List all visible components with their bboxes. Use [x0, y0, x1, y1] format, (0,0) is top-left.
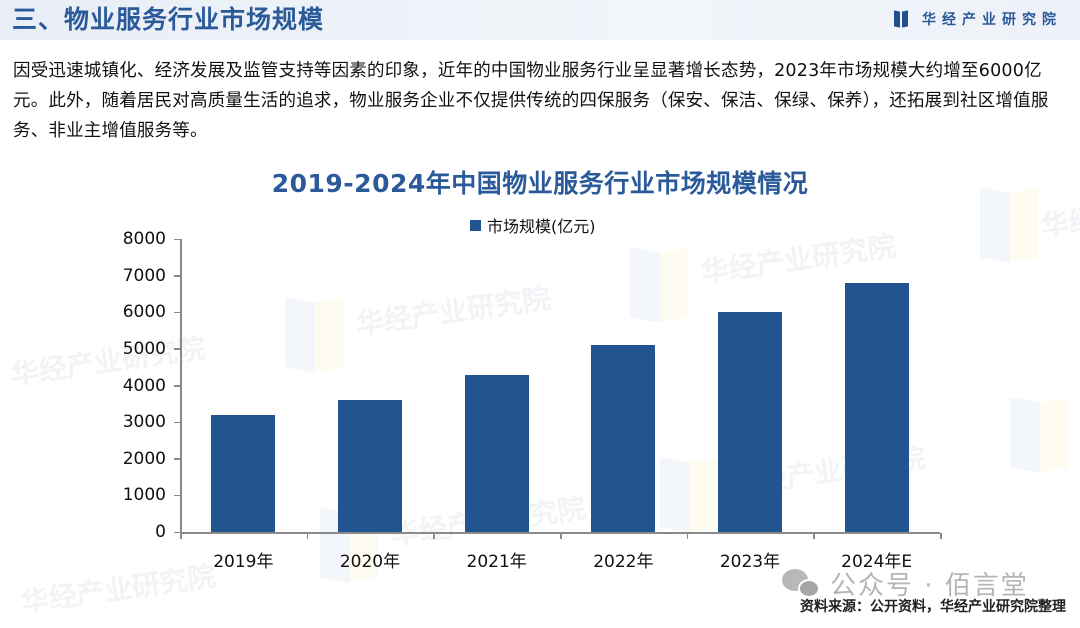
- x-tick-label: 2019年: [213, 552, 274, 572]
- y-tick: [174, 275, 181, 277]
- wechat-label: 公众号 · 佰言堂: [830, 570, 1029, 601]
- y-tick: [174, 385, 181, 387]
- x-tick-label: 2022年: [593, 552, 654, 572]
- y-tick: [174, 458, 181, 460]
- legend-label: 市场规模(亿元): [487, 217, 596, 236]
- x-tick: [180, 533, 182, 539]
- y-tick: [174, 311, 181, 314]
- y-tick: [174, 531, 181, 533]
- bar-2020年: [338, 400, 402, 532]
- x-tick: [686, 533, 689, 539]
- chart-title: 2019-2024年中国物业服务行业市场规模情况: [271, 169, 809, 198]
- y-tick: [174, 238, 181, 240]
- x-tick: [306, 533, 309, 539]
- y-tick-label: 8000: [122, 229, 166, 249]
- y-tick: [174, 348, 181, 350]
- y-axis: [180, 239, 182, 533]
- bar-2024年E: [844, 282, 909, 532]
- x-tick-label: 2020年: [339, 552, 401, 572]
- wechat-icon: [782, 567, 822, 599]
- y-tick-label: 6000: [122, 302, 166, 323]
- y-tick: [174, 494, 181, 497]
- y-tick-label: 1000: [122, 485, 166, 506]
- y-tick-label: 7000: [122, 265, 166, 286]
- bar-2022年: [591, 345, 656, 532]
- intro-paragraph: 因受迅速城镇化、经济发展及监管支持等因素的印象，近年的中国物业服务行业呈显著增长…: [13, 61, 1049, 141]
- y-tick-label: 4000: [122, 375, 166, 396]
- y-tick-label: 3000: [122, 412, 166, 433]
- chart-legend: 市场规模(亿元): [470, 214, 596, 236]
- x-tick: [940, 533, 942, 539]
- data-source: 资料来源：公开资料，华经产业研究院整理: [800, 599, 1066, 615]
- brand: 华经产业研究院: [894, 8, 1062, 30]
- y-tick: [174, 421, 181, 424]
- x-tick: [433, 533, 435, 539]
- x-tick: [560, 533, 562, 539]
- bar-2019年: [211, 414, 276, 532]
- x-tick: [813, 533, 815, 539]
- y-tick-label: 2000: [122, 448, 166, 469]
- y-tick-label: 0: [155, 522, 166, 542]
- legend-swatch: [470, 219, 481, 231]
- wechat-account: 公众号 · 佰言堂: [782, 566, 1029, 601]
- x-tick-label: 2021年: [466, 552, 527, 572]
- x-tick-label: 2024年E: [841, 552, 913, 572]
- y-tick-label: 5000: [122, 338, 166, 359]
- bar-2023年: [718, 312, 782, 532]
- bar-2021年: [464, 374, 529, 532]
- brand-name: 华经产业研究院: [922, 12, 1062, 28]
- section-title: 三、物业服务行业市场规模: [12, 5, 325, 34]
- x-tick-label: 2023年: [719, 552, 781, 572]
- header-bar: 三、物业服务行业市场规模 华经产业研究院: [0, 0, 1080, 40]
